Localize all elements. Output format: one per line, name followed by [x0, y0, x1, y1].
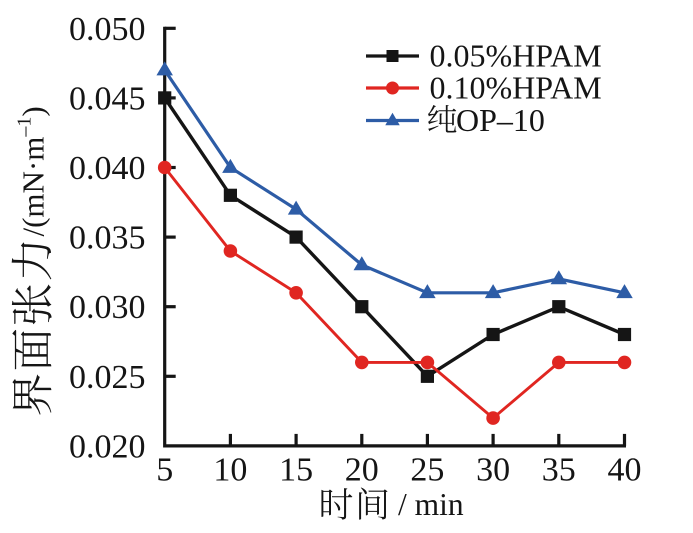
svg-text:40: 40: [608, 452, 642, 489]
svg-text:0.030: 0.030: [69, 289, 146, 326]
svg-text:0.10%HPAM: 0.10%HPAM: [430, 69, 602, 105]
svg-text:5: 5: [156, 452, 173, 489]
svg-text:10: 10: [213, 452, 247, 489]
svg-text:25: 25: [410, 452, 444, 489]
svg-text:0.050: 0.050: [69, 11, 146, 48]
svg-text:0.020: 0.020: [69, 428, 146, 465]
svg-text:0.035: 0.035: [69, 220, 146, 257]
svg-text:20: 20: [345, 452, 379, 489]
svg-text:/ min: / min: [398, 487, 464, 522]
svg-text:35: 35: [542, 452, 576, 489]
svg-text:0.045: 0.045: [69, 80, 146, 117]
svg-text:0.05%HPAM: 0.05%HPAM: [430, 38, 602, 74]
svg-text:OP–10: OP–10: [456, 102, 545, 138]
svg-text:0.040: 0.040: [69, 150, 146, 187]
svg-text:15: 15: [279, 452, 313, 489]
svg-text:30: 30: [476, 452, 510, 489]
svg-text:0.025: 0.025: [69, 359, 146, 396]
